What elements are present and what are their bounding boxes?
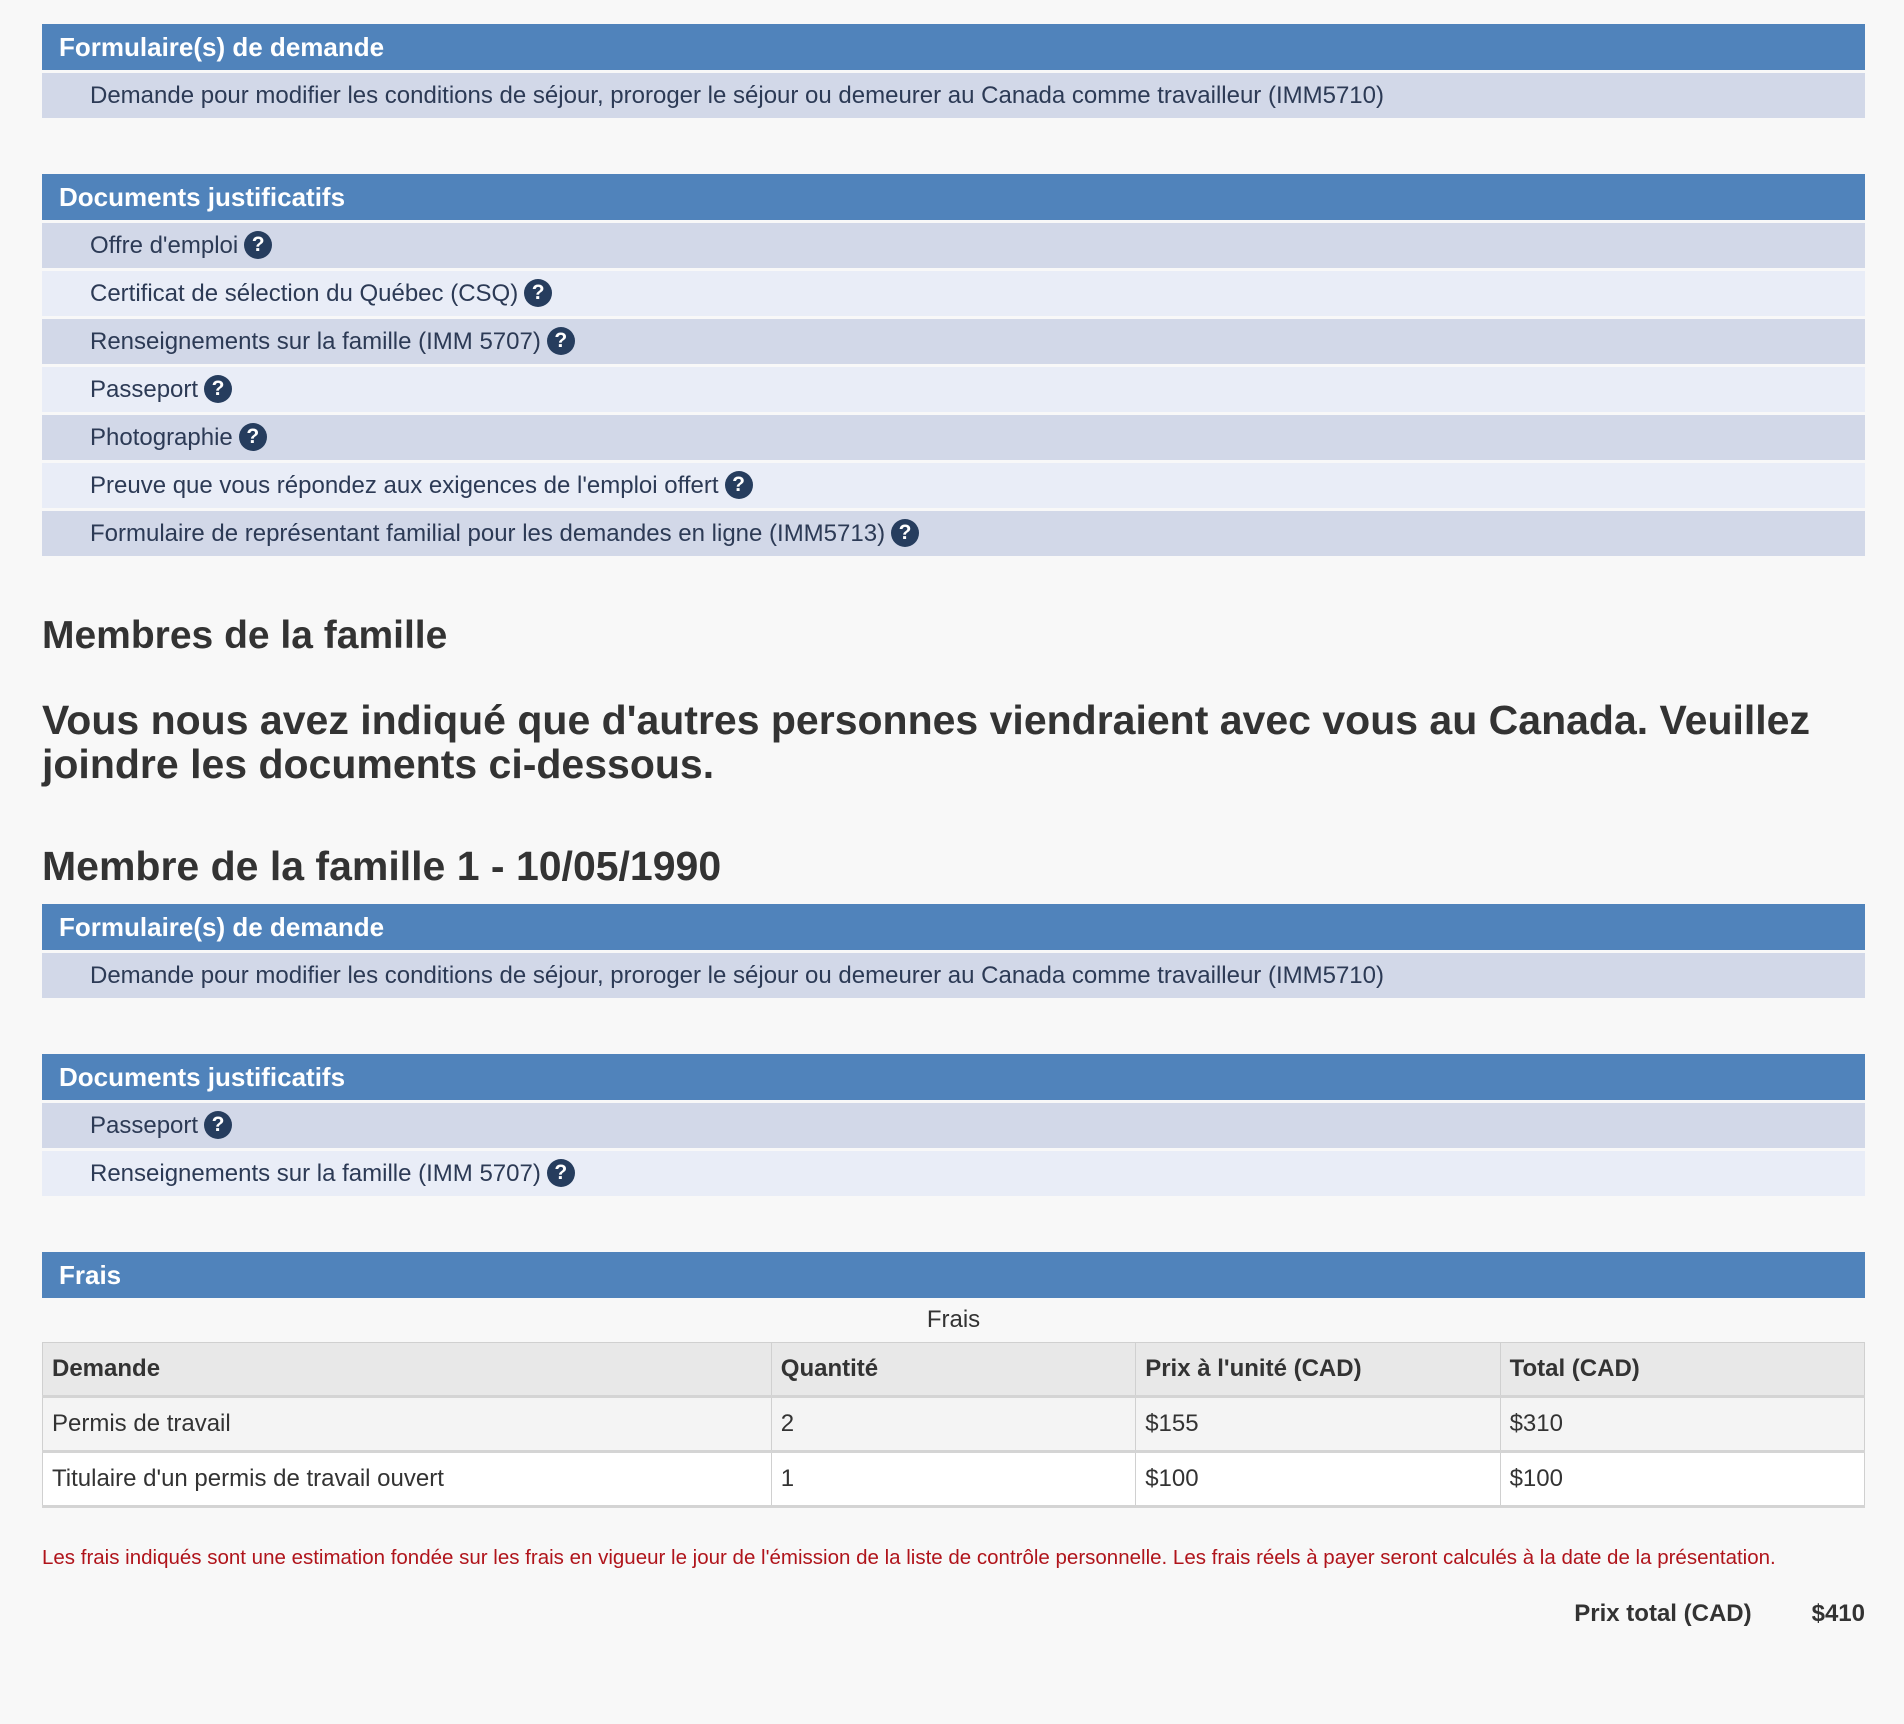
fees-table: Demande Quantité Prix à l'unité (CAD) To… [42,1342,1866,1508]
total-price: Prix total (CAD) $410 [42,1600,1865,1628]
document-label: Passeport [90,1112,199,1139]
document-label: Certificat de sélection du Québec (CSQ) [90,280,519,307]
document-item: Passeport? [42,367,1865,412]
help-icon[interactable]: ? [724,470,753,499]
help-icon[interactable]: ? [238,422,267,451]
document-label: Formulaire de représentant familial pour… [90,520,886,547]
column-header: Quantité [770,1342,1137,1397]
cell: $155 [1135,1396,1501,1452]
document-item: Preuve que vous répondez aux exigences d… [42,463,1865,508]
cell: Titulaire d'un permis de travail ouvert [42,1451,772,1507]
cell: $100 [1135,1451,1501,1507]
help-icon[interactable]: ? [524,278,553,307]
cell: $310 [1499,1396,1866,1452]
cell: 1 [770,1451,1137,1507]
help-icon[interactable]: ? [204,1110,233,1139]
document-item: Renseignements sur la famille (IMM 5707)… [42,319,1865,364]
forms-header: Formulaire(s) de demande [42,24,1865,70]
document-item: Certificat de sélection du Québec (CSQ)? [42,271,1865,316]
help-icon[interactable]: ? [204,374,233,403]
member-title: Membre de la famille 1 - 10/05/1990 [42,843,722,889]
fees-caption: Frais [926,1306,981,1333]
document-label: Preuve que vous répondez aux exigences d… [90,472,719,499]
help-icon[interactable]: ? [546,1158,575,1187]
help-icon[interactable]: ? [546,326,575,355]
document-label: Photographie [90,424,233,451]
total-label: Prix total (CAD) [1574,1600,1752,1627]
document-label: Passeport [90,376,199,403]
documents-header: Documents justificatifs [42,174,1865,220]
table-row: Titulaire d'un permis de travail ouvert … [42,1451,1866,1507]
cell: $100 [1499,1451,1866,1507]
fees-header: Frais [42,1252,1865,1298]
cell: Permis de travail [42,1396,772,1452]
document-item: Formulaire de représentant familial pour… [42,511,1865,556]
family-intro: Vous nous avez indiqué que d'autres pers… [42,697,1810,787]
checklist: Formulaire(s) de demande Demande pour mo… [42,24,1866,1628]
member-forms-header: Formulaire(s) de demande [42,904,1865,950]
help-icon[interactable]: ? [891,518,920,547]
document-item: Photographie? [42,415,1865,460]
document-item: Offre d'emploi? [42,223,1865,268]
table-row: Permis de travail 2 $155 $310 [42,1396,1866,1452]
column-header: Demande [42,1342,772,1397]
fees-note: Les frais indiqués sont une estimation f… [42,1546,1776,1569]
table-header-row: Demande Quantité Prix à l'unité (CAD) To… [42,1342,1866,1397]
form-item: Demande pour modifier les conditions de … [42,73,1865,118]
document-label: Offre d'emploi [90,232,239,259]
document-item: Passeport? [42,1103,1865,1148]
column-header: Total (CAD) [1499,1342,1866,1397]
member-documents-header: Documents justificatifs [42,1054,1865,1100]
form-item: Demande pour modifier les conditions de … [42,953,1865,998]
document-item: Renseignements sur la famille (IMM 5707)… [42,1151,1865,1196]
help-icon[interactable]: ? [244,230,273,259]
total-value: $410 [1811,1600,1865,1627]
family-title: Membres de la famille [42,614,448,657]
column-header: Prix à l'unité (CAD) [1135,1342,1501,1397]
document-label: Renseignements sur la famille (IMM 5707) [90,328,541,355]
document-label: Renseignements sur la famille (IMM 5707) [90,1160,541,1187]
cell: 2 [770,1396,1137,1452]
